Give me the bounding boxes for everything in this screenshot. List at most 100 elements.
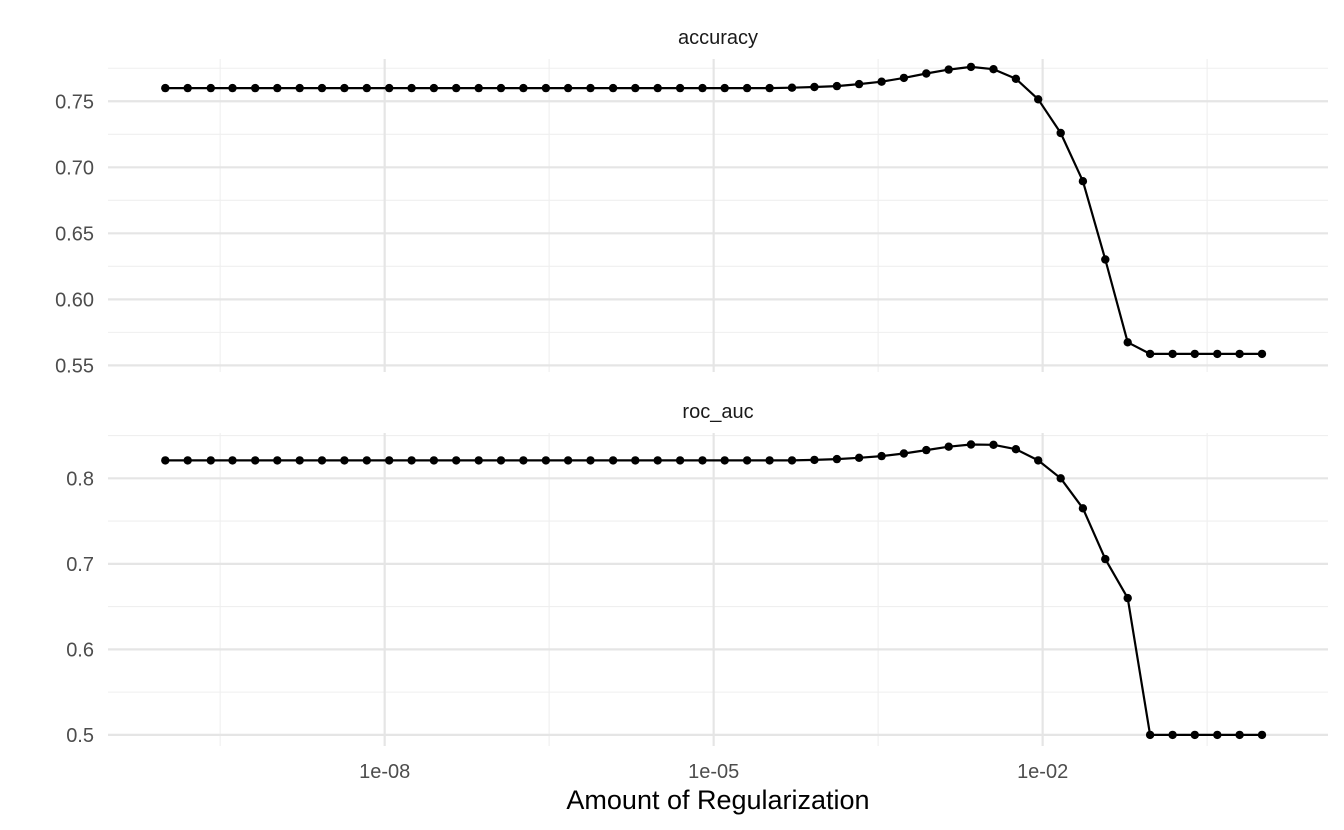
accuracy-point: [273, 83, 282, 93]
y-tick-label: 0.70: [55, 157, 94, 179]
roc-auc-point: [832, 454, 842, 464]
roc-auc-point: [362, 456, 371, 465]
accuracy-point: [854, 79, 864, 89]
roc-auc-point: [206, 456, 215, 465]
roc-auc-point: [944, 442, 953, 451]
roc-auc-point: [1078, 504, 1088, 513]
accuracy-point: [1257, 349, 1267, 359]
roc-auc-series: [161, 440, 1267, 740]
roc-auc-point: [742, 456, 752, 465]
accuracy-point: [675, 83, 685, 93]
accuracy-point: [877, 77, 886, 86]
y-tick-label: 0.65: [55, 223, 94, 245]
roc-auc-point: [1101, 554, 1110, 564]
accuracy-point: [385, 83, 394, 93]
accuracy-point: [474, 83, 483, 93]
roc-auc-point: [273, 456, 282, 465]
roc-auc-point: [1011, 445, 1021, 454]
y-tick-label: 0.8: [66, 468, 94, 490]
accuracy-point: [1056, 128, 1065, 138]
accuracy-point: [720, 83, 729, 93]
accuracy-strip-title: accuracy: [678, 27, 758, 49]
x-tick-label: 1e-02: [1017, 761, 1068, 783]
roc-auc-point: [698, 456, 707, 465]
accuracy-y-tick-labels: 0.55 0.60 0.65 0.70 0.75: [55, 91, 94, 377]
roc-auc-point: [407, 456, 416, 465]
accuracy-point: [631, 83, 640, 93]
roc-auc-point: [496, 456, 506, 465]
roc-auc-point: [653, 456, 662, 465]
accuracy-point: [228, 83, 237, 93]
roc-auc-point: [385, 456, 394, 465]
accuracy-point: [563, 83, 573, 93]
accuracy-grid: [108, 59, 1328, 372]
accuracy-point: [541, 83, 551, 93]
x-axis-title: Amount of Regularization: [566, 785, 869, 815]
roc-auc-point: [541, 456, 551, 465]
accuracy-point: [810, 82, 819, 92]
y-tick-label: 0.6: [66, 639, 94, 661]
roc-auc-point: [161, 456, 170, 465]
roc-auc-point: [966, 440, 976, 449]
roc-auc-point: [765, 456, 774, 465]
panel-accuracy: accuracy 0.55 0.60 0.65 0.70 0.75: [55, 27, 1328, 377]
y-tick-label: 0.7: [66, 554, 94, 576]
accuracy-point: [698, 83, 707, 93]
roc-auc-point: [317, 456, 327, 465]
roc-auc-point: [295, 456, 304, 465]
accuracy-point: [295, 83, 304, 93]
accuracy-point: [362, 83, 371, 93]
roc-auc-point: [1168, 730, 1177, 740]
y-tick-label: 0.75: [55, 91, 94, 113]
x-tick-labels: 1e-08 1e-05 1e-02: [359, 761, 1068, 783]
accuracy-point: [161, 83, 170, 93]
roc-auc-point: [586, 456, 595, 465]
accuracy-point: [519, 83, 528, 93]
roc-auc-point: [631, 456, 640, 465]
roc-auc-point: [563, 456, 573, 465]
roc-auc-point: [228, 456, 237, 465]
roc-auc-point: [1034, 456, 1043, 465]
accuracy-point: [832, 81, 842, 91]
accuracy-point: [586, 83, 595, 93]
x-tick-label: 1e-08: [359, 761, 410, 783]
accuracy-point: [183, 83, 192, 93]
roc-auc-point: [899, 449, 909, 458]
accuracy-point: [429, 83, 439, 93]
accuracy-point: [922, 69, 931, 78]
accuracy-point: [1123, 338, 1132, 347]
roc-auc-point: [1213, 730, 1222, 740]
accuracy-point: [1101, 255, 1110, 264]
roc-auc-point: [877, 451, 886, 461]
accuracy-point: [452, 83, 461, 93]
roc-auc-point: [340, 456, 349, 465]
roc-auc-point: [251, 456, 260, 465]
roc-auc-point: [854, 453, 864, 462]
roc-auc-point: [452, 456, 461, 465]
accuracy-point: [1190, 349, 1200, 359]
accuracy-point: [989, 65, 998, 74]
accuracy-point: [340, 83, 349, 93]
roc-auc-point: [1145, 730, 1155, 740]
roc-auc-point: [989, 440, 998, 449]
roc-auc-point: [1190, 730, 1200, 740]
accuracy-point: [742, 83, 752, 93]
roc-auc-grid: [108, 433, 1328, 746]
roc-auc-y-tick-labels: 0.5 0.6 0.7 0.8: [66, 468, 94, 747]
accuracy-point: [944, 65, 953, 74]
y-tick-label: 0.55: [55, 355, 94, 377]
roc-auc-point: [675, 456, 685, 465]
roc-auc-point: [810, 455, 819, 465]
accuracy-point: [899, 73, 909, 83]
accuracy-point: [1235, 349, 1244, 359]
accuracy-point: [496, 83, 506, 93]
accuracy-point: [1011, 74, 1021, 84]
accuracy-point: [1168, 349, 1177, 359]
roc-auc-point: [1056, 474, 1065, 483]
roc-auc-point: [608, 456, 618, 465]
x-tick-label: 1e-05: [688, 761, 739, 783]
roc-auc-point: [720, 456, 729, 465]
accuracy-point: [251, 83, 260, 93]
accuracy-point: [1213, 349, 1222, 359]
